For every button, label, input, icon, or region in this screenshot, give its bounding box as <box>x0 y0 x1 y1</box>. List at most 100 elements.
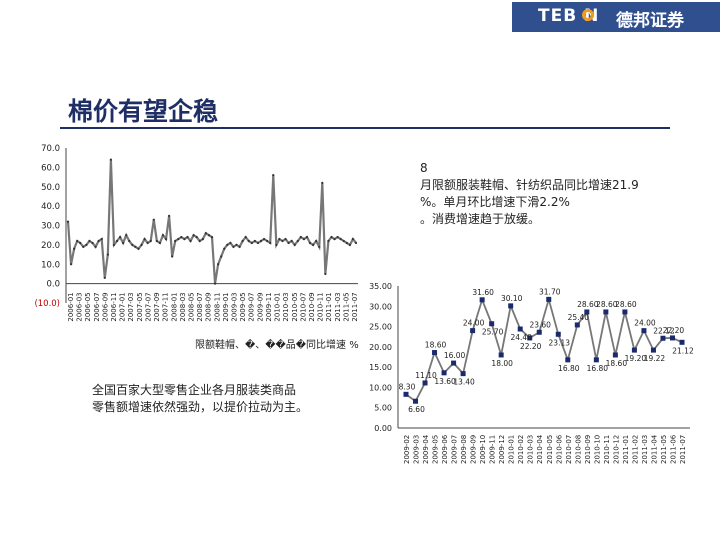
x-tick-label: 2009-11 <box>489 435 497 464</box>
data-point <box>226 243 229 246</box>
data-label: 23.13 <box>549 338 571 347</box>
data-point <box>441 370 447 376</box>
data-point <box>281 239 284 243</box>
data-point <box>272 174 275 177</box>
x-tick-label: 2007-05 <box>136 292 144 321</box>
y-tick-label: 30.00 <box>369 302 392 311</box>
series-label: 限额鞋帽、�、��品�同比增速 % <box>195 340 359 351</box>
data-label: 30.10 <box>501 294 523 303</box>
x-tick-label: 2008-03 <box>179 292 187 321</box>
y-tick-label: 10.00 <box>369 383 392 392</box>
x-tick-label: 2009-05 <box>239 292 247 321</box>
y-tick-label: 20.0 <box>41 241 60 251</box>
data-point <box>330 236 333 239</box>
y-tick-label: 50.0 <box>41 183 60 193</box>
data-point <box>235 243 238 246</box>
data-point <box>345 241 348 245</box>
data-point <box>210 236 214 239</box>
data-label: 18.00 <box>491 359 513 368</box>
data-point <box>158 241 162 245</box>
data-point <box>669 335 675 341</box>
data-point <box>262 237 266 241</box>
data-point <box>315 239 318 243</box>
x-tick-label: 2009-11 <box>265 292 273 321</box>
data-point <box>584 309 590 315</box>
note-line: 月限额服装鞋帽、针纺织品同比增速21.9 <box>420 178 639 192</box>
data-label: 31.70 <box>539 287 561 296</box>
data-point <box>189 239 192 243</box>
x-tick-label: 2007-03 <box>127 292 135 321</box>
data-label: 24.00 <box>634 319 656 328</box>
x-tick-label: 2010-05 <box>546 435 554 464</box>
data-point <box>109 158 112 161</box>
data-point <box>290 239 293 243</box>
data-point <box>134 245 137 248</box>
data-label: 25.40 <box>568 313 590 322</box>
data-point <box>498 352 504 358</box>
data-point <box>146 241 149 245</box>
data-point <box>321 181 324 184</box>
data-point <box>324 272 327 276</box>
x-tick-label: 2010-07 <box>565 435 573 464</box>
data-point <box>204 232 207 235</box>
data-label: 11.10 <box>415 371 437 380</box>
data-label: 16.00 <box>444 351 466 360</box>
x-tick-label: 2011-06 <box>669 434 677 464</box>
data-point <box>201 237 204 241</box>
data-point <box>679 339 685 345</box>
brand-cn-text: 德邦证券 <box>616 11 684 31</box>
x-tick-label: 2011-05 <box>342 292 350 321</box>
data-point <box>73 247 76 250</box>
data-point <box>432 350 438 356</box>
x-tick-label: 2009-12 <box>498 435 506 464</box>
note-line: 。消费增速趋于放缓。 <box>420 212 541 226</box>
x-tick-label: 2010-11 <box>603 435 611 464</box>
data-point <box>641 328 647 334</box>
data-point <box>460 371 466 377</box>
x-tick-label: 2011-03 <box>641 435 649 464</box>
x-tick-label: 2010-08 <box>574 435 582 464</box>
y-tick-label: 20.00 <box>369 343 392 352</box>
x-tick-label: 2006-01 <box>67 292 75 321</box>
data-label: 8.30 <box>399 382 416 391</box>
data-label: 31.60 <box>472 288 494 297</box>
data-point <box>250 241 253 245</box>
y-tick-label: 35.00 <box>369 282 392 291</box>
data-point <box>241 239 244 243</box>
note-line: 零售额增速依然强劲，以提价拉动为主。 <box>92 400 309 414</box>
data-label: 28.60 <box>596 300 618 309</box>
x-tick-label: 2007-09 <box>153 292 161 321</box>
x-tick-label: 2006-07 <box>93 292 101 321</box>
data-point <box>82 245 85 248</box>
x-tick-label: 2008-01 <box>170 292 178 321</box>
x-tick-label: 2011-07 <box>351 292 359 321</box>
y-tick-label: 25.00 <box>369 323 392 332</box>
x-tick-label: 2006-05 <box>84 292 92 321</box>
data-point <box>593 357 599 363</box>
data-point <box>155 239 158 243</box>
x-tick-label: 2009-07 <box>248 292 256 321</box>
data-point <box>327 239 330 243</box>
data-point <box>284 237 287 241</box>
data-label: 18.60 <box>425 341 447 350</box>
x-tick-label: 2009-10 <box>479 435 487 464</box>
x-tick-label: 2011-02 <box>631 435 639 464</box>
data-point <box>66 220 70 223</box>
data-point <box>171 255 174 258</box>
note-line: %。单月环比增速下滑2.2% <box>420 195 570 209</box>
data-point <box>269 241 272 245</box>
data-point <box>253 239 256 243</box>
data-label: 28.60 <box>615 300 637 309</box>
data-point <box>546 296 552 302</box>
y-tick-label: 0.0 <box>46 280 60 290</box>
x-tick-label: 2009-04 <box>422 434 430 464</box>
data-point <box>174 239 177 243</box>
y-tick-label: 70.0 <box>41 144 60 154</box>
x-tick-label: 2010-09 <box>584 435 592 464</box>
x-tick-label: 2007-01 <box>119 292 127 321</box>
x-tick-label: 2010-12 <box>612 435 620 464</box>
x-tick-label: 2010-11 <box>317 292 325 321</box>
data-point <box>140 243 143 246</box>
x-tick-label: 2008-11 <box>213 292 221 321</box>
